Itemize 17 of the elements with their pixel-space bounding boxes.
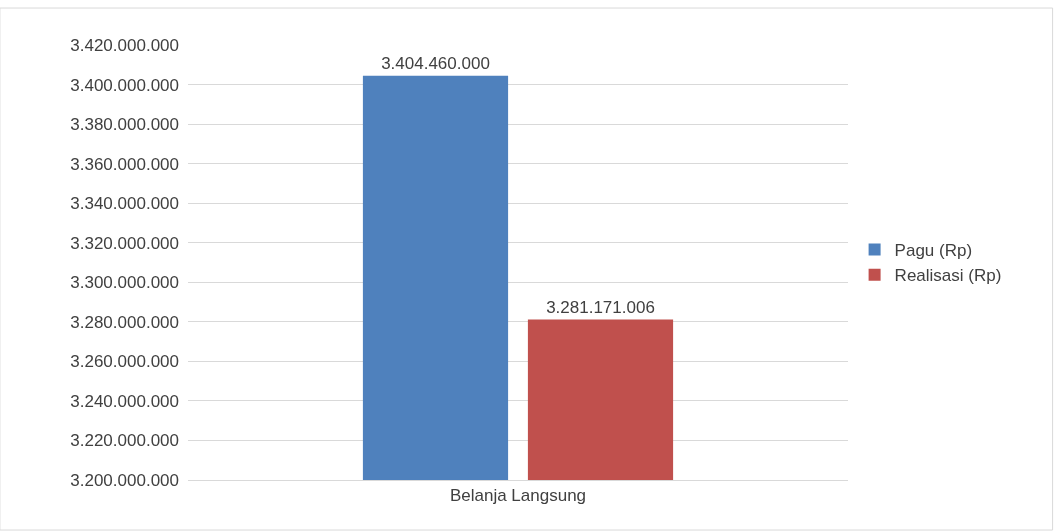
y-tick-label: 3.240.000.000 xyxy=(70,391,179,411)
y-tick-label: 3.280.000.000 xyxy=(70,312,179,332)
legend-label: Realisasi (Rp) xyxy=(894,266,1002,286)
x-tick-label: Belanja Langsung xyxy=(449,486,587,506)
y-tick-label: 3.320.000.000 xyxy=(70,233,179,253)
y-tick-label: 3.400.000.000 xyxy=(70,75,179,95)
y-tick-label: 3.260.000.000 xyxy=(70,352,179,372)
y-tick-label: 3.380.000.000 xyxy=(70,115,179,135)
y-tick-label: 3.300.000.000 xyxy=(70,273,179,293)
data-label: 3.281.171.006 xyxy=(546,297,655,317)
y-tick-label: 3.360.000.000 xyxy=(70,154,179,174)
legend-label: Pagu (Rp) xyxy=(894,241,973,261)
data-label: 3.404.460.000 xyxy=(381,53,490,73)
y-tick-label: 3.420.000.000 xyxy=(70,35,179,55)
y-tick-label: 3.200.000.000 xyxy=(70,470,179,490)
y-tick-label: 3.220.000.000 xyxy=(70,431,179,451)
y-tick-label: 3.340.000.000 xyxy=(70,194,179,214)
